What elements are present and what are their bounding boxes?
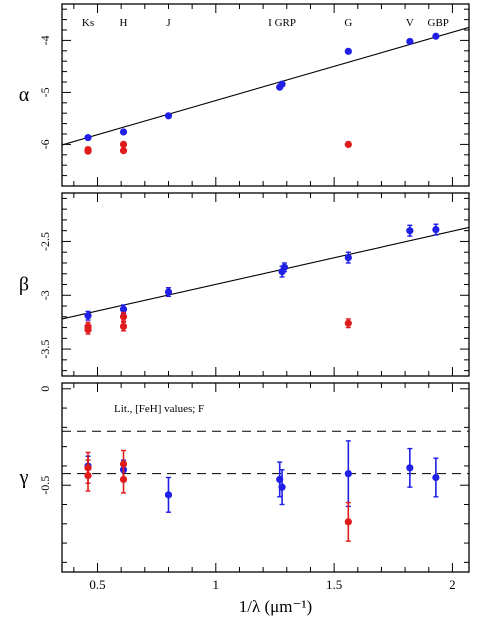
- panel-1: -4 -5 -6 α Ks H J I GRP G V GBP: [19, 3, 470, 187]
- data-point: [280, 263, 289, 271]
- data-point: [432, 473, 440, 482]
- data-point: [344, 470, 352, 478]
- x-tick-label: 1: [213, 577, 220, 592]
- y-tick-label: -2.5: [38, 232, 52, 251]
- y-tick-label: -6: [38, 139, 52, 149]
- panel-3: 0 -0.5 γ 0.5 1 1.5 2 1/λ (μm⁻¹) Lit., [FeH] valu…: [19, 382, 470, 616]
- series-1: [84, 32, 440, 142]
- data-point: [119, 475, 128, 484]
- y-tick-label: -3: [38, 290, 52, 300]
- series-2: [84, 311, 352, 335]
- fit-line: [62, 226, 469, 320]
- band-label: J: [166, 17, 171, 29]
- x-tick-label: 0.5: [89, 577, 105, 592]
- band-label: H: [120, 17, 128, 29]
- y-tick-label: -3.5: [38, 340, 52, 359]
- data-point: [84, 471, 92, 480]
- data-point: [406, 464, 414, 472]
- panel-2: -2.5 -3 -3.5 β: [19, 192, 470, 377]
- data-point: [344, 47, 352, 55]
- data-point: [278, 80, 286, 88]
- data-point: [119, 322, 128, 331]
- y-tick-label: -4: [38, 35, 52, 45]
- plot-frame: [61, 3, 470, 187]
- band-label: G: [344, 17, 352, 29]
- data-point: [432, 226, 440, 234]
- data-point: [406, 227, 414, 235]
- plot-frame: [61, 382, 470, 573]
- data-point: [84, 312, 92, 320]
- data-point: [344, 518, 352, 526]
- data-point: [119, 147, 128, 155]
- data-point: [344, 140, 352, 148]
- data-point: [344, 319, 352, 327]
- plot-frame: [61, 192, 470, 377]
- y-tick-label: -5: [38, 87, 52, 97]
- band-label: V: [406, 17, 414, 29]
- data-point: [406, 37, 414, 46]
- series-1: [84, 440, 440, 513]
- panel-annotation: Lit., [FeH] values; F: [114, 403, 204, 415]
- series-1: [84, 223, 440, 321]
- data-point: [432, 32, 440, 40]
- data-point: [119, 313, 128, 321]
- data-point: [84, 147, 92, 155]
- data-point: [164, 112, 173, 120]
- data-point: [119, 305, 128, 313]
- y-tick-label: -0.5: [38, 476, 52, 495]
- band-label: GBP: [428, 17, 449, 29]
- y-axis-label: β: [19, 274, 29, 296]
- band-label: I GRP: [268, 17, 296, 29]
- x-tick-label: 1.5: [326, 577, 342, 592]
- data-point: [164, 288, 173, 296]
- x-tick-label: 2: [449, 577, 456, 592]
- data-point: [84, 322, 92, 331]
- data-point: [164, 491, 173, 499]
- series-2: [84, 140, 352, 155]
- band-label: Ks: [82, 17, 94, 29]
- data-point: [119, 140, 128, 148]
- data-point: [119, 128, 128, 136]
- x-axis-label: 1/λ (μm⁻¹): [239, 597, 312, 616]
- series-2: [84, 449, 352, 542]
- data-point: [84, 134, 92, 142]
- data-point: [278, 483, 286, 491]
- y-tick-label: 0: [38, 386, 52, 392]
- y-axis-label: γ: [19, 467, 29, 489]
- y-axis-label: α: [19, 84, 30, 106]
- data-point: [344, 253, 352, 262]
- fit-line: [62, 26, 469, 146]
